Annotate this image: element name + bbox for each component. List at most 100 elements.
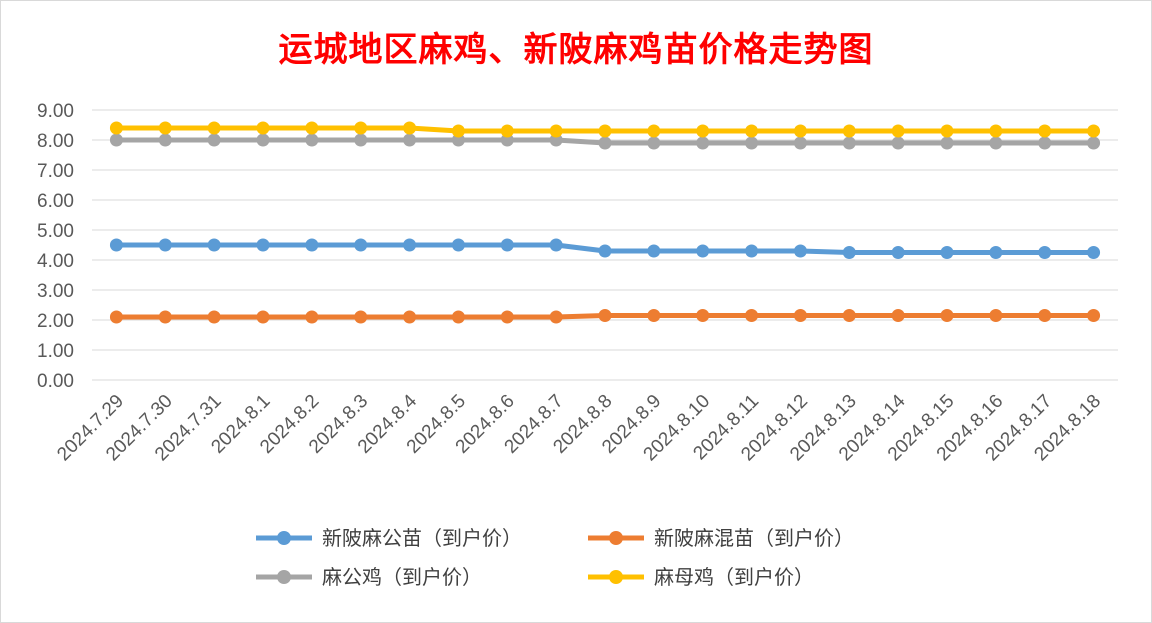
data-point	[891, 136, 905, 150]
data-point	[354, 133, 368, 147]
data-point	[451, 238, 465, 252]
data-point	[793, 124, 807, 138]
y-tick-label: 8.00	[37, 131, 74, 152]
data-point	[842, 246, 856, 259]
data-point	[598, 309, 612, 322]
data-point	[1087, 246, 1101, 259]
data-point	[891, 246, 905, 259]
legend-label: 麻母鸡（到户价）	[654, 565, 814, 589]
data-point	[549, 124, 563, 138]
data-point	[451, 133, 465, 147]
data-point	[109, 310, 123, 324]
y-tick-label: 9.00	[37, 101, 74, 122]
data-point	[745, 244, 759, 258]
legend-swatch-marker	[277, 531, 291, 545]
data-point	[940, 124, 954, 138]
data-point	[696, 136, 710, 150]
data-point	[696, 309, 710, 322]
y-tick-label: 6.00	[37, 191, 74, 212]
data-point	[745, 124, 759, 138]
data-point	[696, 124, 710, 138]
data-point	[500, 133, 514, 147]
data-point	[158, 121, 172, 135]
data-point	[842, 124, 856, 138]
data-point	[500, 238, 514, 252]
y-tick-label: 0.00	[37, 371, 74, 392]
y-tick-label: 5.00	[37, 221, 74, 242]
data-point	[500, 310, 514, 324]
data-point	[109, 133, 123, 147]
data-point	[647, 136, 661, 150]
data-point	[158, 310, 172, 324]
data-point	[745, 136, 759, 150]
data-point	[354, 121, 368, 135]
data-point	[647, 244, 661, 258]
y-tick-label: 3.00	[37, 281, 74, 302]
legend-label: 新陂麻混苗（到户价）	[654, 526, 854, 550]
data-point	[305, 133, 319, 147]
data-point	[842, 309, 856, 322]
data-point	[647, 309, 661, 322]
data-point	[549, 238, 563, 252]
data-point	[989, 136, 1003, 150]
data-point	[305, 238, 319, 252]
data-point	[1038, 309, 1052, 322]
data-point	[403, 238, 417, 252]
data-point	[989, 246, 1003, 259]
data-point	[1087, 309, 1101, 322]
y-tick-label: 4.00	[37, 251, 74, 272]
data-point	[305, 121, 319, 135]
legend-swatch-marker	[609, 531, 623, 545]
data-point	[354, 238, 368, 252]
data-point	[891, 309, 905, 322]
data-point	[989, 309, 1003, 322]
data-point	[256, 133, 270, 147]
data-point	[451, 310, 465, 324]
data-point	[1038, 124, 1052, 138]
data-point	[256, 238, 270, 252]
data-point	[500, 124, 514, 138]
data-point	[403, 310, 417, 324]
data-point	[793, 309, 807, 322]
data-point	[256, 121, 270, 135]
data-point	[842, 136, 856, 150]
legend-label: 新陂麻公苗（到户价）	[322, 526, 522, 550]
data-point	[354, 310, 368, 324]
data-point	[256, 310, 270, 324]
data-point	[549, 310, 563, 324]
data-point	[1087, 136, 1101, 150]
data-point	[109, 238, 123, 252]
data-point	[109, 121, 123, 135]
data-point	[696, 244, 710, 258]
data-point	[1038, 246, 1052, 259]
data-point	[793, 136, 807, 150]
data-point	[207, 238, 221, 252]
y-tick-label: 2.00	[37, 311, 74, 332]
data-point	[158, 238, 172, 252]
data-point	[549, 133, 563, 147]
y-tick-label: 1.00	[37, 341, 74, 362]
data-point	[207, 121, 221, 135]
y-tick-label: 7.00	[37, 161, 74, 182]
data-point	[598, 136, 612, 150]
data-point	[940, 136, 954, 150]
data-point	[989, 124, 1003, 138]
data-point	[305, 310, 319, 324]
data-point	[891, 124, 905, 138]
data-point	[1087, 124, 1101, 138]
data-point	[1038, 136, 1052, 150]
legend-swatch-marker	[277, 570, 291, 584]
data-point	[598, 244, 612, 258]
data-point	[745, 309, 759, 322]
data-point	[451, 124, 465, 138]
legend-label: 麻公鸡（到户价）	[322, 565, 482, 589]
data-point	[403, 121, 417, 135]
legend-swatch-marker	[609, 570, 623, 584]
data-point	[403, 133, 417, 147]
data-point	[940, 309, 954, 322]
data-point	[598, 124, 612, 138]
data-point	[647, 124, 661, 138]
data-point	[207, 310, 221, 324]
